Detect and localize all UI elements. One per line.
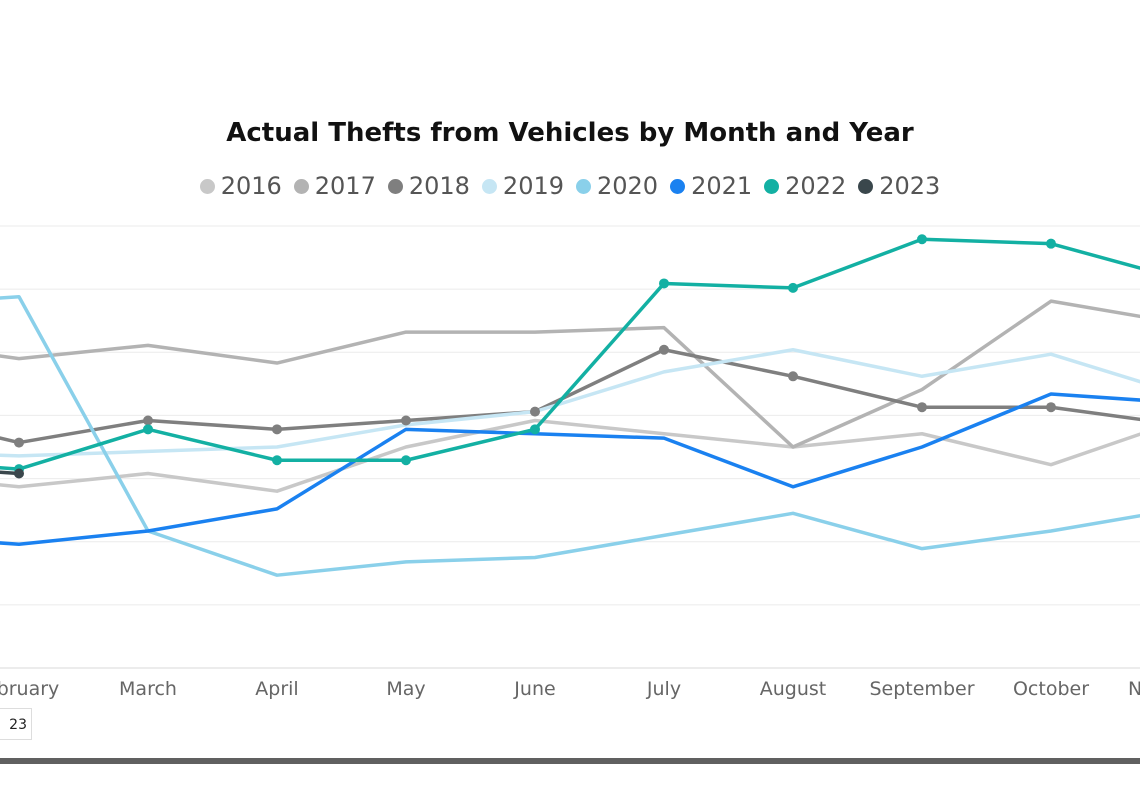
chart-title: Actual Thefts from Vehicles by Month and… (226, 118, 914, 148)
x-tick-label: bruary (0, 678, 59, 700)
legend-label: 2021 (691, 172, 753, 200)
legend-dot-icon (199, 178, 215, 194)
series-line-2021[interactable] (0, 392, 1140, 546)
legend-item-2018[interactable]: 2018 (387, 172, 470, 200)
legend-label: 2017 (314, 172, 376, 200)
x-tick-label: March (119, 678, 177, 700)
data-point-2022-July[interactable] (659, 278, 669, 289)
legend-dot-icon (481, 178, 497, 194)
legend-label: 2020 (597, 172, 659, 200)
x-tick-label: May (386, 678, 425, 700)
series-line-2017[interactable] (0, 299, 1140, 449)
legend-item-2017[interactable]: 2017 (293, 172, 376, 200)
data-point-2023-February[interactable] (14, 468, 24, 479)
legend-item-2022[interactable]: 2022 (764, 172, 846, 200)
chart-legend: 2016 2017 2018 2019 2020 2021 2022 2023 (0, 172, 1140, 200)
legend-label: 2022 (785, 172, 847, 200)
series-line-2016[interactable] (0, 418, 1140, 493)
legend-dot-icon (764, 178, 780, 194)
x-tick-label: April (255, 678, 298, 700)
gridlines (0, 225, 1140, 669)
data-point-2018-March[interactable] (143, 415, 153, 426)
legend-dot-icon (858, 178, 874, 194)
slicer-value: 23 (9, 717, 27, 733)
data-point-2022-August[interactable] (788, 282, 798, 293)
data-point-2018-May[interactable] (401, 415, 411, 426)
legend-dot-icon (387, 178, 403, 194)
legend-label: 2016 (220, 172, 282, 200)
legend-item-2023[interactable]: 2023 (858, 172, 940, 200)
data-point-2022-September[interactable] (917, 234, 927, 245)
data-point-2022-March[interactable] (143, 424, 153, 435)
data-point-2022-October[interactable] (1046, 238, 1056, 249)
data-point-2018-July[interactable] (659, 344, 669, 355)
data-point-2018-June[interactable] (530, 406, 540, 417)
x-tick-label: October (1013, 678, 1089, 700)
legend-dot-icon (293, 178, 309, 194)
legend-item-2020[interactable]: 2020 (576, 172, 658, 200)
line-chart: bruary March April May June July August Septemb… (0, 225, 1140, 700)
x-axis-ticks: bruary March April May June July August Septemb… (0, 678, 1140, 700)
legend-item-2021[interactable]: 2021 (670, 172, 752, 200)
data-point-2018-September[interactable] (917, 402, 927, 413)
legend-dot-icon (576, 178, 591, 194)
x-tick-label: June (513, 678, 555, 700)
data-point-2018-April[interactable] (272, 424, 282, 435)
legend-item-2019[interactable]: 2019 (481, 172, 564, 200)
data-point-2018-October[interactable] (1046, 402, 1056, 413)
data-point-2022-April[interactable] (272, 455, 282, 466)
x-tick-label: August (760, 678, 827, 700)
year-slicer[interactable]: 23 (0, 708, 32, 740)
legend-label: 2019 (502, 172, 564, 200)
bottom-scrollbar[interactable] (0, 758, 1140, 764)
series-line-2020[interactable] (0, 294, 1140, 577)
data-point-2018-February[interactable] (14, 437, 24, 448)
x-tick-label: July (646, 678, 681, 700)
marker-layer (14, 234, 1056, 479)
legend-item-2016[interactable]: 2016 (199, 172, 282, 200)
x-tick-label: September (869, 678, 974, 700)
data-point-2022-May[interactable] (401, 455, 411, 466)
data-point-2022-June[interactable] (530, 424, 540, 435)
legend-dot-icon (670, 178, 686, 194)
series-layer (0, 237, 1140, 577)
data-point-2018-August[interactable] (788, 371, 798, 382)
x-tick-label: N (1128, 678, 1140, 700)
legend-label: 2023 (879, 172, 941, 200)
series-line-2019[interactable] (0, 348, 1140, 458)
legend-label: 2018 (408, 172, 470, 200)
